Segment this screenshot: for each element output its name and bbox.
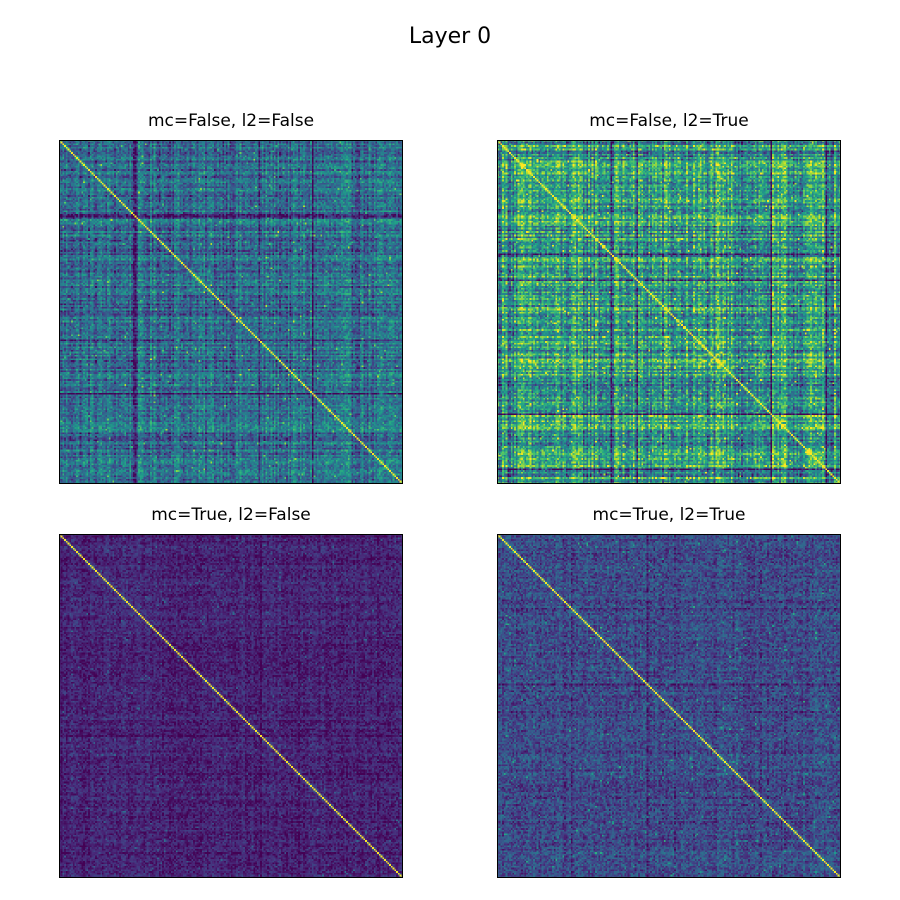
heatmap-2 — [497, 140, 841, 484]
panel-title-1: mc=False, l2=False — [147, 111, 315, 131]
figure-title: Layer 0 — [408, 24, 492, 49]
heatmap-3 — [59, 534, 403, 878]
panel-title-3: mc=True, l2=False — [151, 505, 311, 525]
panel-title-4: mc=True, l2=True — [592, 505, 746, 525]
heatmap-4 — [497, 534, 841, 878]
panel-title-2: mc=False, l2=True — [589, 111, 749, 131]
heatmap-1 — [59, 140, 403, 484]
